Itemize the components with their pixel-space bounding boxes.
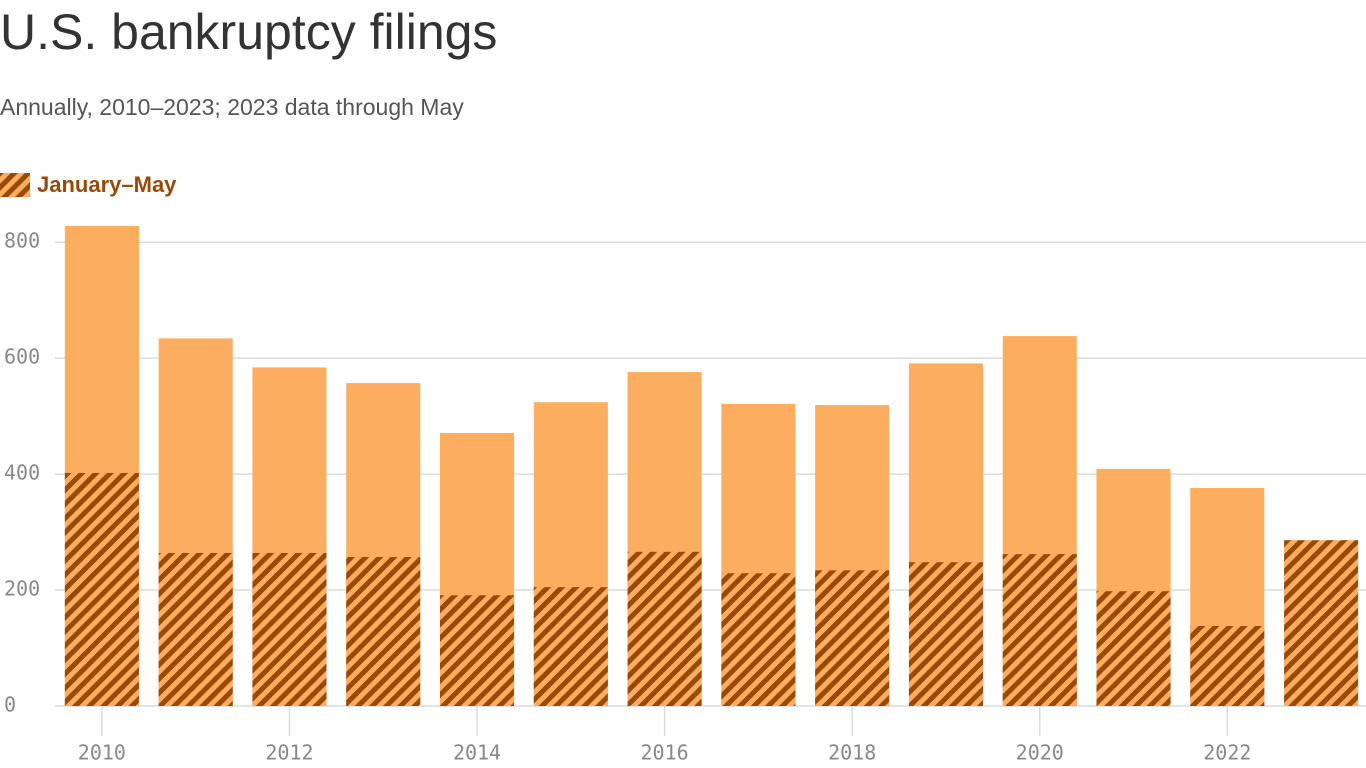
bar	[1284, 540, 1359, 706]
x-tick-label: 2020	[1016, 741, 1064, 765]
legend-swatch	[0, 173, 30, 197]
x-tick-label: 2012	[265, 741, 313, 765]
bar	[1002, 554, 1077, 706]
bar	[1190, 625, 1265, 706]
y-tick-label: 800	[4, 229, 40, 253]
chart-title: U.S. bankruptcy filings	[0, 4, 497, 60]
chart-subtitle: Annually, 2010–2023; 2023 data through M…	[0, 94, 464, 120]
bar	[439, 595, 515, 706]
y-tick-label: 400	[4, 461, 40, 485]
x-tick-label: 2022	[1203, 741, 1251, 765]
x-tick-label: 2010	[78, 741, 126, 765]
bar	[533, 587, 608, 706]
y-tick-label: 200	[4, 577, 40, 601]
bar	[1096, 591, 1171, 706]
x-tick-label: 2018	[828, 741, 876, 765]
y-tick-label: 0	[4, 693, 16, 717]
bar	[158, 552, 233, 706]
bar	[721, 573, 796, 706]
x-tick-label: 2014	[453, 741, 501, 765]
bar	[908, 562, 984, 706]
x-tick-label: 2016	[641, 741, 689, 765]
bar	[627, 551, 702, 706]
y-tick-label: 600	[4, 345, 40, 369]
bar	[252, 552, 327, 706]
bar	[815, 570, 890, 706]
bar	[64, 472, 139, 706]
bar	[346, 557, 421, 706]
legend-label: January–May	[37, 172, 177, 197]
